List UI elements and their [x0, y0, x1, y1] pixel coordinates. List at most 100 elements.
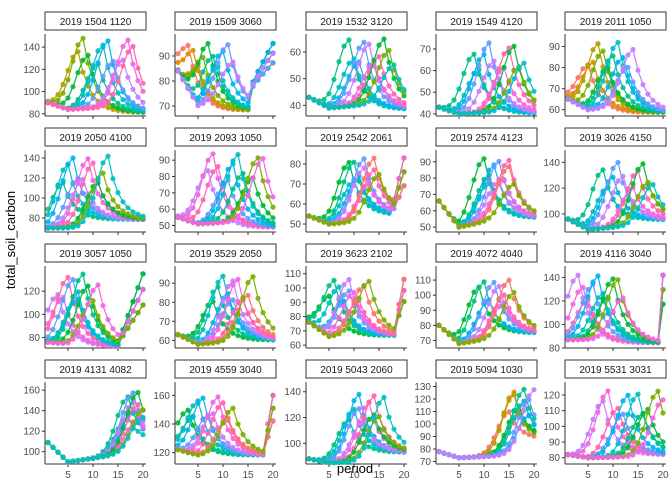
data-point — [396, 443, 402, 449]
data-point — [471, 51, 477, 57]
data-point — [220, 400, 226, 406]
data-point — [625, 331, 631, 337]
data-point — [240, 211, 246, 217]
data-point — [590, 100, 596, 107]
data-point — [655, 101, 661, 107]
data-point — [65, 225, 71, 231]
data-point — [235, 436, 241, 442]
data-point — [461, 340, 467, 346]
data-point — [341, 208, 347, 215]
data-point — [605, 100, 611, 106]
data-point — [521, 106, 527, 112]
data-point — [391, 201, 397, 207]
x-tick-label: 15 — [373, 470, 385, 480]
data-point — [630, 397, 636, 403]
data-point — [356, 295, 362, 301]
data-point — [351, 398, 357, 404]
data-point — [200, 46, 206, 52]
data-point — [55, 225, 61, 231]
data-point — [195, 61, 201, 67]
data-point — [441, 450, 447, 456]
data-point — [321, 459, 327, 465]
data-point — [595, 301, 601, 307]
y-tick-label: 100 — [414, 291, 431, 302]
data-point — [336, 98, 342, 105]
data-point — [270, 194, 276, 200]
data-point — [366, 74, 372, 81]
data-point — [620, 173, 626, 179]
y-tick-label: 110 — [544, 406, 560, 417]
data-point — [401, 169, 407, 175]
data-point — [570, 325, 576, 331]
data-point — [70, 458, 76, 464]
data-point — [55, 296, 61, 302]
data-point — [220, 273, 226, 279]
data-point — [185, 336, 191, 342]
facet-strip — [174, 127, 277, 147]
y-tick-label: 60 — [290, 200, 302, 211]
data-point — [580, 310, 586, 316]
y-tick-label: 70 — [420, 336, 432, 347]
data-point — [115, 430, 121, 436]
data-point — [195, 400, 201, 406]
data-point — [75, 302, 81, 308]
data-point — [326, 293, 332, 299]
data-point — [481, 279, 487, 285]
data-point — [501, 90, 507, 96]
facet-title: 2019 5531 3031 — [579, 365, 652, 376]
data-point — [625, 93, 631, 99]
data-point — [65, 321, 71, 327]
data-point — [120, 443, 126, 449]
facet-strip — [435, 127, 538, 147]
data-point — [645, 179, 651, 185]
data-point — [255, 216, 261, 223]
data-point — [200, 90, 206, 97]
data-point — [526, 325, 532, 331]
data-point — [630, 448, 636, 454]
data-point — [600, 394, 606, 400]
data-point — [331, 448, 337, 454]
data-point — [660, 206, 666, 212]
data-point — [615, 424, 621, 430]
data-point — [331, 442, 337, 448]
data-point — [605, 331, 611, 338]
data-point — [635, 166, 641, 173]
data-point — [506, 190, 512, 196]
data-point — [190, 47, 196, 53]
data-point — [346, 165, 352, 171]
data-point — [511, 314, 517, 320]
data-point — [95, 333, 101, 339]
data-point — [200, 173, 206, 179]
data-point — [105, 205, 111, 211]
data-point — [516, 65, 522, 71]
data-point — [630, 205, 636, 211]
data-point — [140, 271, 146, 277]
data-point — [585, 202, 591, 208]
data-point — [570, 99, 576, 105]
data-point — [115, 210, 121, 216]
data-point — [516, 204, 522, 210]
data-point — [590, 95, 596, 101]
data-point — [306, 94, 312, 100]
data-point — [250, 319, 256, 325]
data-point — [481, 81, 487, 88]
data-point — [220, 98, 226, 104]
data-point — [436, 448, 442, 455]
data-point — [326, 460, 332, 466]
data-point — [240, 441, 246, 447]
data-point — [521, 408, 527, 414]
data-point — [501, 168, 507, 174]
data-point — [615, 441, 621, 447]
data-point — [491, 288, 497, 294]
data-point — [215, 53, 221, 59]
data-point — [381, 86, 387, 92]
data-point — [265, 57, 271, 63]
data-point — [270, 60, 276, 66]
y-tick-label: 120 — [284, 413, 301, 424]
y-tick-label: 90 — [159, 279, 171, 290]
data-point — [506, 441, 512, 447]
data-point — [371, 192, 377, 198]
data-point — [615, 72, 621, 78]
